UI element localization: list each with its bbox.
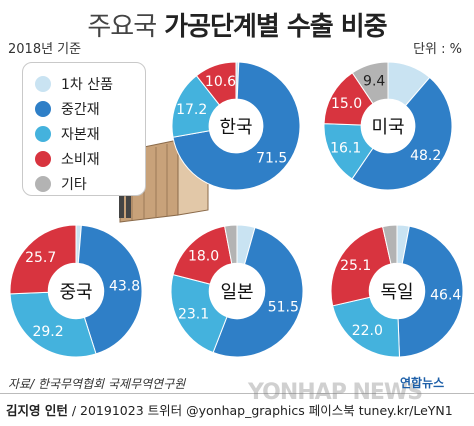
donut-chart: 46.4 22.0 25.1 독일	[330, 224, 464, 358]
slice-label: 71.5	[256, 150, 287, 166]
country-label: 한국	[219, 117, 252, 138]
slice-label: 9.4	[363, 74, 385, 90]
donut-chart: 71.5 17.2 10.6 한국	[171, 61, 301, 191]
credit-author: 김지영 인턴	[6, 403, 68, 418]
donut-chart: 48.2 16.1 15.09.4 미국	[323, 61, 453, 191]
slice-label: 23.1	[178, 306, 209, 322]
legend-item: 1차 산품	[35, 72, 145, 95]
slice-label: 43.8	[109, 278, 140, 294]
legend-label: 1차 산품	[61, 76, 113, 93]
pie-slice	[351, 76, 453, 191]
pie-slice	[195, 61, 237, 106]
pie-slice	[332, 296, 401, 358]
legend-swatch	[35, 75, 51, 92]
donut-chart: 43.8 29.2 25.7중국	[9, 224, 143, 358]
title-prefix: 주요국	[87, 12, 157, 42]
legend-swatch	[35, 150, 51, 167]
pie-slice	[351, 61, 389, 105]
slice-label: 46.4	[430, 288, 461, 304]
legend-item: 기타	[35, 172, 145, 195]
unit-label: 단위 : %	[413, 42, 462, 57]
pie-slice	[77, 224, 143, 355]
slice-label: 10.6	[205, 74, 236, 90]
legend-swatch	[35, 175, 51, 192]
country-label: 중국	[59, 282, 92, 303]
slice-label: 25.7	[25, 250, 56, 266]
yonhap-logo: 연합뉴스	[400, 376, 445, 390]
divider	[0, 393, 474, 394]
watermark: YONHAP NEWS	[248, 380, 423, 405]
slice-label: 15.0	[331, 96, 362, 112]
subtitle: 2018년 기준	[8, 42, 82, 57]
source-note: 자료/ 한국무역협회 국제무역연구원	[8, 377, 186, 391]
credit-rest: / 20191023 트위터 @yonhap_graphics 페이스북 tun…	[71, 403, 453, 418]
pie-slice	[330, 225, 392, 307]
pie-slice	[382, 224, 398, 265]
slice-label: 17.2	[176, 102, 207, 118]
chart-title: 주요국 가공단계별 수출 비중	[0, 6, 474, 43]
pie-slice	[170, 273, 228, 354]
legend-label: 중간재	[61, 101, 100, 118]
country-label: 독일	[380, 282, 413, 303]
donut-chart: 51.5 23.1 18.0 일본	[170, 224, 304, 358]
pie-slice	[224, 224, 238, 265]
slice-label: 48.2	[410, 148, 441, 164]
pie-slice	[212, 226, 304, 358]
slice-label: 51.5	[268, 300, 299, 316]
legend-swatch	[35, 125, 51, 142]
slice-label: 18.0	[188, 248, 219, 264]
legend-item: 자본재	[35, 122, 145, 145]
credit-line: 김지영 인턴 / 20191023 트위터 @yonhap_graphics 페…	[6, 400, 453, 419]
slice-label: 22.0	[352, 323, 383, 339]
slice-label: 29.2	[32, 324, 63, 340]
pie-slice	[172, 61, 301, 191]
title-main: 가공단계별 수출 비중	[164, 12, 387, 42]
pie-slice	[9, 224, 77, 295]
legend-item: 소비재	[35, 147, 145, 170]
legend-label: 자본재	[61, 126, 100, 143]
legend-item: 중간재	[35, 97, 145, 120]
slice-label: 25.1	[340, 258, 371, 274]
pie-slice	[397, 225, 464, 358]
legend-swatch	[35, 100, 51, 117]
country-label: 일본	[220, 282, 253, 303]
slice-label: 16.1	[330, 140, 361, 156]
legend-label: 기타	[61, 176, 87, 193]
pie-slice	[9, 291, 97, 358]
country-label: 미국	[371, 117, 404, 138]
legend-label: 소비재	[61, 151, 100, 168]
